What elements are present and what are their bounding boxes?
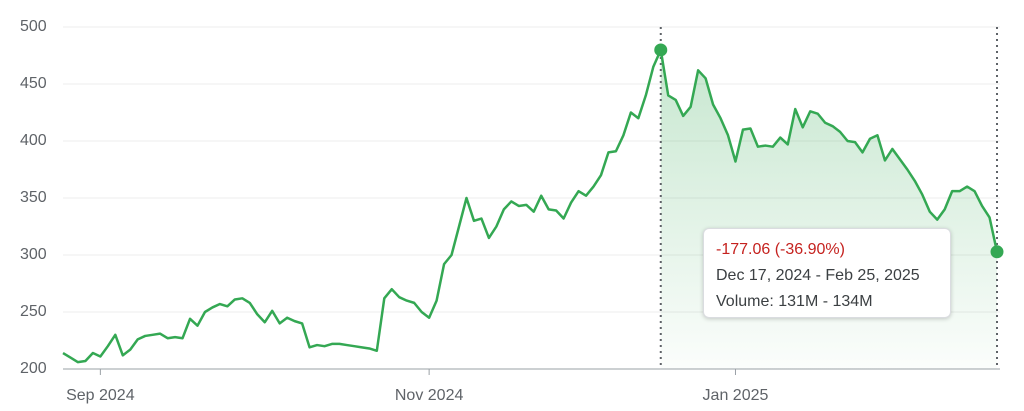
tooltip-volume: Volume: 131M - 134M [716,293,873,310]
y-tick-label: 200 [20,360,47,377]
selection-point [990,245,1004,259]
price-line [62,48,999,364]
y-tick-label: 350 [20,189,47,206]
y-tick-label: 450 [20,75,47,92]
y-tick-label: 300 [20,246,47,263]
y-tick-label: 400 [20,132,47,149]
y-tick-label: 250 [20,303,47,320]
x-tick-label: Jan 2025 [703,387,769,404]
x-tick-label: Nov 2024 [395,387,464,404]
x-tick-label: Sep 2024 [66,387,135,404]
tooltip: -177.06 (-36.90%) Dec 17, 2024 - Feb 25,… [703,228,951,318]
tooltip-change: -177.06 (-36.90%) [716,241,845,258]
y-tick-label: 500 [20,18,47,35]
tooltip-range: Dec 17, 2024 - Feb 25, 2025 [716,267,920,284]
selection-point [654,43,668,57]
